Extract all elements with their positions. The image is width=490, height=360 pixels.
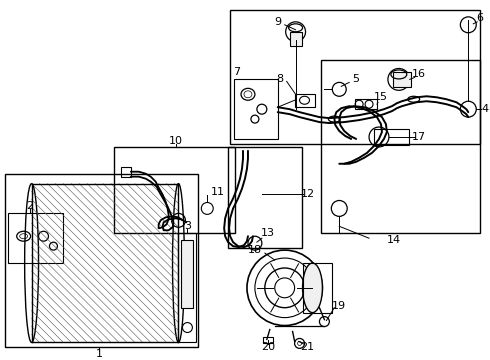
Bar [263,337,273,343]
Text: 12: 12 [300,189,315,199]
Text: 6: 6 [477,13,484,23]
Bar [181,240,194,308]
Text: 1: 1 [96,349,102,359]
Bar [294,94,316,107]
Text: 19: 19 [332,301,346,311]
Text: 5: 5 [353,75,360,84]
Ellipse shape [302,263,322,312]
Bar [114,147,235,233]
Text: 17: 17 [412,132,426,142]
Text: 7: 7 [233,67,241,77]
Text: 14: 14 [387,235,401,245]
Text: 10: 10 [169,136,182,146]
Bar [178,233,196,342]
Bar [5,174,198,347]
Bar [302,263,332,312]
Text: 16: 16 [412,69,426,80]
Bar [234,80,278,139]
Bar [393,72,411,87]
Text: 3: 3 [184,221,191,231]
Text: 13: 13 [261,228,275,238]
Text: 9: 9 [274,17,281,27]
Text: 11: 11 [211,186,225,197]
Text: 21: 21 [300,342,315,352]
Text: 15: 15 [374,92,388,102]
Text: 8: 8 [276,75,283,84]
Text: 18: 18 [248,245,262,255]
Bar [290,32,301,46]
Bar [230,10,480,144]
Bar [121,167,131,177]
Bar [8,213,63,263]
Bar [355,99,377,109]
Bar [228,147,301,248]
Bar [374,129,409,145]
Bar [321,59,480,233]
Text: 20: 20 [261,342,275,352]
Text: 4: 4 [482,104,489,114]
Text: 2: 2 [26,202,33,211]
